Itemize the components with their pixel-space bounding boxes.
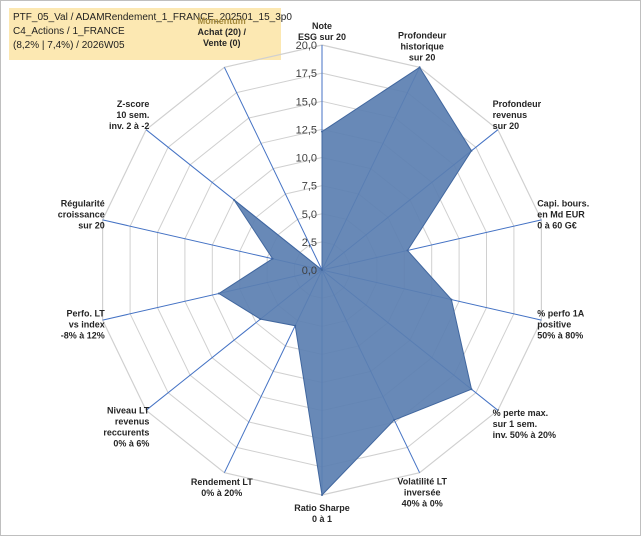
- axis-label-line: Capi. bours.: [537, 198, 589, 208]
- tick-label: 20,0: [296, 40, 317, 52]
- tick-label: 10,0: [296, 153, 317, 165]
- radar-series: [217, 66, 473, 497]
- axis-label-line: 0% à 6%: [113, 439, 149, 449]
- axis-label-line: sur 20: [409, 53, 436, 63]
- axis-label-line: Volatilité LT: [397, 477, 447, 487]
- tick-label: 7,5: [302, 181, 317, 193]
- axis-label-line: 0% à 20%: [201, 488, 242, 498]
- axis-label-line: inv. 50% à 20%: [493, 430, 556, 440]
- axis-label-line: 0 à 60 G€: [537, 220, 577, 230]
- axis-label-11: Régularité croissance sur 20: [58, 198, 105, 230]
- axis-label-line: Note: [312, 21, 332, 31]
- data-point-11: [271, 257, 274, 260]
- axis-label-5: % perte max. sur 1 sem. inv. 50% à 20%: [493, 408, 556, 440]
- axis-label-line: Perfo. LT: [66, 309, 105, 319]
- data-point-0: [321, 130, 323, 133]
- axis-label-7: Ratio Sharpe 0 à 1: [294, 503, 350, 524]
- axis-label-line: -8% à 12%: [61, 331, 105, 341]
- series-area-0: [217, 66, 473, 497]
- data-point-8: [294, 324, 297, 327]
- axis-label-2: Profondeur revenus sur 20: [493, 99, 542, 131]
- data-point-13: [321, 269, 323, 271]
- data-point-9: [259, 318, 262, 321]
- axis-label-line: historique: [400, 42, 444, 52]
- axis-label-line: 50% à 80%: [537, 331, 583, 341]
- data-point-2: [470, 149, 473, 152]
- radar-tick-labels: 0,0 2,5 5,0 7,5 10,0 12,5 15,0 17,5 20,0: [296, 40, 317, 277]
- data-point-1: [418, 66, 421, 69]
- axis-label-line: vs index: [69, 320, 105, 330]
- data-point-3: [406, 249, 409, 252]
- axis-label-line: inversée: [404, 488, 441, 498]
- tick-label: 5,0: [302, 209, 317, 221]
- tick-label: 15,0: [296, 96, 317, 108]
- axis-label-line: Vente (0): [203, 38, 241, 48]
- axis-label-12: Z-score 10 sem. inv. 2 à -2: [109, 99, 149, 131]
- axis-label-line: % perte max.: [493, 408, 549, 418]
- axis-label-line: sur 1 sem.: [493, 419, 538, 429]
- axis-label-line: Profondeur: [493, 99, 542, 109]
- axis-label-line: ESG sur 20: [298, 32, 346, 42]
- axis-label-line: croissance: [58, 209, 105, 219]
- tick-label: 0,0: [302, 265, 317, 277]
- axis-label-9: Niveau LT revenus reccurents 0% à 6%: [103, 406, 150, 449]
- axis-label-line: 0 à 1: [312, 514, 332, 524]
- axis-label-line: inv. 2 à -2: [109, 121, 149, 131]
- axis-label-line: Niveau LT: [107, 406, 150, 416]
- axis-label-line: Profondeur: [398, 31, 447, 41]
- axis-label-line: Z-score: [117, 99, 150, 109]
- tick-label: 17,5: [296, 68, 317, 80]
- axis-label-line: Ratio Sharpe: [294, 503, 350, 513]
- axis-label-0: Note ESG sur 20: [298, 21, 346, 42]
- axis-label-1: Profondeur historique sur 20: [398, 31, 447, 63]
- axis-label-4: % perfo 1A positive 50% à 80%: [537, 309, 585, 341]
- radar-axis-labels: Note ESG sur 20 Profondeur historique sur 20…: [58, 16, 589, 524]
- axis-label-6: Volatilité LT inversée 40% à 0%: [397, 477, 447, 509]
- axis-label-10: Perfo. LT vs index -8% à 12%: [61, 309, 106, 341]
- axis-label-line: Régularité: [61, 198, 105, 208]
- performance-week: (8,2% | 7,4%) / 2026W05: [13, 40, 125, 51]
- info-box: PTF_05_Val / ADAMRendement_1_FRANCE_2025…: [9, 8, 292, 60]
- data-point-5: [470, 388, 473, 391]
- data-point-4: [450, 298, 453, 301]
- axis-label-13: Momentum Achat (20) / Vente (0): [198, 16, 247, 48]
- asset-class: C4_Actions / 1_FRANCE: [13, 26, 125, 37]
- data-point-12: [233, 198, 235, 201]
- data-point-6: [393, 419, 396, 421]
- axis-label-line: positive: [537, 320, 571, 330]
- axis-label-line: 10 sem.: [116, 110, 149, 120]
- tick-label: 12,5: [296, 124, 317, 136]
- axis-label-3: Capi. bours. en Md EUR 0 à 60 G€: [537, 198, 589, 230]
- axis-label-line: sur 20: [493, 121, 520, 131]
- axis-label-line: revenus: [493, 110, 528, 120]
- portfolio-name: PTF_05_Val / ADAMRendement_1_FRANCE_2025…: [13, 12, 292, 23]
- axis-label-line: sur 20: [78, 220, 105, 230]
- axis-label-line: reccurents: [103, 428, 149, 438]
- axis-label-line: % perfo 1A: [537, 309, 585, 319]
- spoke-13: [223, 67, 323, 271]
- axis-label-line: Rendement LT: [191, 477, 253, 487]
- axis-label-line: en Md EUR: [537, 209, 585, 219]
- data-point-10: [217, 292, 220, 295]
- axis-label-line: Momentum: [198, 16, 246, 26]
- axis-label-line: Achat (20) /: [198, 27, 247, 37]
- tick-label: 2,5: [302, 237, 317, 249]
- axis-label-line: 40% à 0%: [402, 499, 443, 509]
- axis-label-8: Rendement LT 0% à 20%: [191, 477, 253, 498]
- data-point-7: [321, 494, 323, 496]
- axis-label-line: revenus: [115, 417, 150, 427]
